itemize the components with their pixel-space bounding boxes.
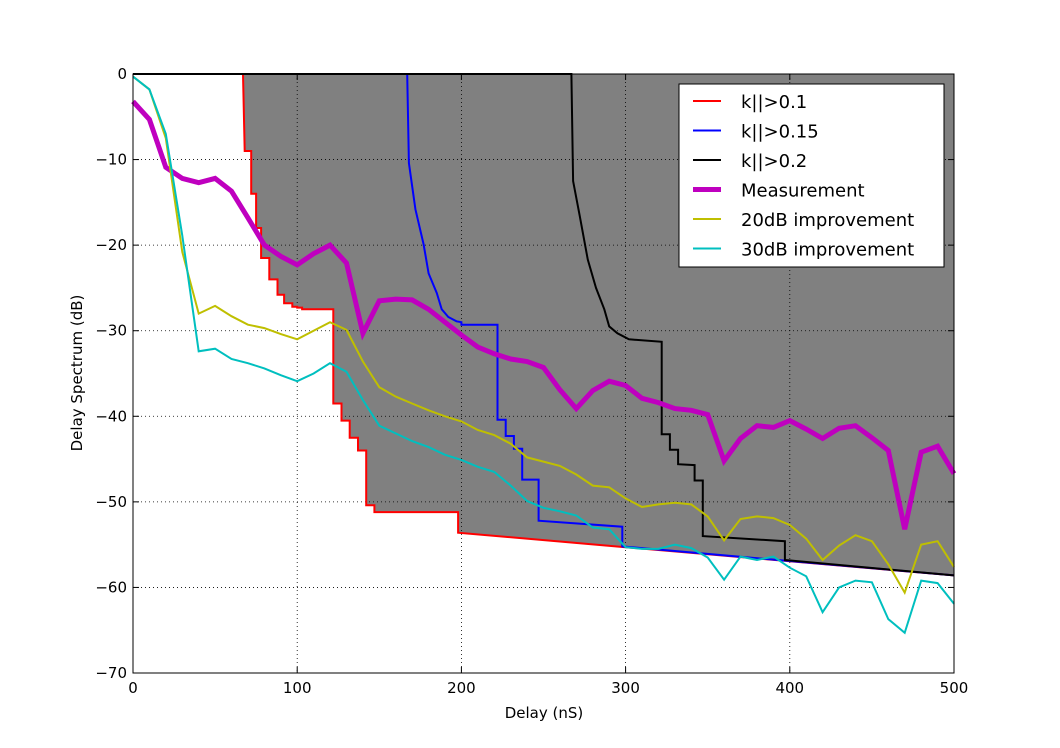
- y-tick-label: −40: [95, 407, 127, 425]
- x-tick-label: 400: [775, 679, 804, 697]
- legend-label: k||>0.2: [741, 151, 807, 172]
- legend-label: 20dB improvement: [741, 210, 914, 231]
- x-tick-label: 300: [611, 679, 640, 697]
- x-tick-label: 500: [940, 679, 969, 697]
- series-line-5: [132, 75, 955, 635]
- legend-box: [678, 83, 945, 268]
- y-tick-label: −10: [95, 151, 127, 169]
- legend-label: 30dB improvement: [741, 240, 914, 261]
- series-line-2: [133, 73, 955, 577]
- y-tick-label: −20: [95, 236, 127, 254]
- series-line-4: [132, 75, 955, 595]
- x-tick-label: 0: [128, 679, 138, 697]
- y-tick-label: −60: [95, 578, 127, 596]
- plot-frame: [132, 73, 955, 674]
- legend-label: Measurement: [741, 181, 865, 202]
- y-tick-label: −30: [95, 322, 127, 340]
- legend-label: k||>0.15: [741, 122, 819, 143]
- x-tick-label: 200: [447, 679, 476, 697]
- legend-label: k||>0.1: [741, 92, 807, 113]
- x-axis-label: Delay (nS): [505, 704, 584, 722]
- series-line-1: [133, 73, 955, 577]
- y-tick-label: −70: [95, 664, 127, 682]
- legend: k||>0.1 k||>0.15 k||>0.2 Measurement 20dB im…: [678, 83, 945, 268]
- y-axis-label: Delay Spectrum (dB): [68, 295, 86, 452]
- y-tick-label: 0: [117, 65, 127, 83]
- y-tick-label: −50: [95, 493, 127, 511]
- series-line-3: [131, 99, 957, 530]
- x-tick-label: 100: [283, 679, 312, 697]
